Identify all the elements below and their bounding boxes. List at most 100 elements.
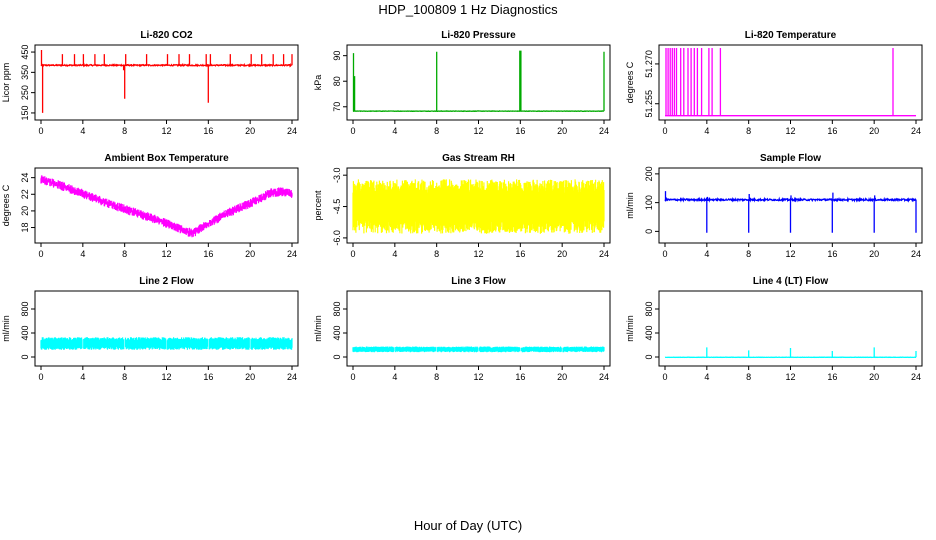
panel-0-series <box>40 50 293 113</box>
panel-2-xtick-label: 0 <box>662 126 667 136</box>
panel-5-ylabel: ml/min <box>625 192 635 219</box>
panel-5-xtick-label: 24 <box>911 249 921 259</box>
panel-6-series-line <box>40 337 293 350</box>
panel-6-title: Line 2 Flow <box>139 276 194 287</box>
panel-1-ytick-label: 90 <box>332 51 342 61</box>
panel-8-xtick-label: 8 <box>746 372 751 382</box>
panel-3-title: Ambient Box Temperature <box>104 153 229 164</box>
panel-2-title: Li-820 Temperature <box>745 30 837 41</box>
panel-4-ytick-label: -4.5 <box>332 199 342 215</box>
panel-7-xtick-label: 24 <box>599 372 609 382</box>
panel-0-xtick-label: 16 <box>203 126 213 136</box>
panel-4-xtick-label: 12 <box>473 249 483 259</box>
panel-1-ylabel: kPa <box>313 75 323 91</box>
panel-8-xtick-label: 20 <box>869 372 879 382</box>
panel-6-frame <box>34 290 299 367</box>
panel-3-xtick-label: 4 <box>80 249 85 259</box>
panel-4-xtick-label: 8 <box>434 249 439 259</box>
panel-6-xtick-label: 16 <box>203 372 213 382</box>
panel-7-ytick-label: 800 <box>332 301 342 316</box>
panel-5-title: Sample Flow <box>760 153 821 164</box>
panel-7-xtick-label: 4 <box>392 372 397 382</box>
panel-2-frame <box>658 44 923 121</box>
panel-8-title: Line 4 (LT) Flow <box>753 276 829 287</box>
panel-5-xtick-label: 20 <box>869 249 879 259</box>
panel-5-xtick-label: 4 <box>704 249 709 259</box>
panel-6-xtick-label: 8 <box>122 372 127 382</box>
panel-6-ytick-label: 400 <box>20 325 30 340</box>
panel-2-xtick-label: 12 <box>785 126 795 136</box>
panel-3-series-line <box>40 175 293 238</box>
panel-7-xtick-label: 12 <box>473 372 483 382</box>
panel-0-xtick-label: 20 <box>245 126 255 136</box>
panel-1-xtick-label: 24 <box>599 126 609 136</box>
panel-2-ytick-label: 51.255 <box>644 90 654 118</box>
panel-7-title: Line 3 Flow <box>451 276 506 287</box>
panel-7-series <box>352 346 605 353</box>
panel-4-title: Gas Stream RH <box>442 153 515 164</box>
panel-2-xtick-label: 8 <box>746 126 751 136</box>
panel-1-xtick-label: 0 <box>350 126 355 136</box>
panel-1-title: Li-820 Pressure <box>441 30 516 41</box>
panel-1-xtick-label: 12 <box>473 126 483 136</box>
panel-8-xtick-label: 16 <box>827 372 837 382</box>
panel-1-ytick-label: 70 <box>332 102 342 112</box>
panel-8-ytick-label: 400 <box>644 325 654 340</box>
panel-4-xtick-label: 4 <box>392 249 397 259</box>
panel-6-ylabel: ml/min <box>1 315 11 342</box>
panel-6-xtick-label: 0 <box>38 372 43 382</box>
panel-4-series-line <box>352 179 605 234</box>
panel-7-xtick-label: 20 <box>557 372 567 382</box>
panel-0-title: Li-820 CO2 <box>140 30 193 41</box>
panel-3-ytick-label: 22 <box>20 189 30 199</box>
panel-3-ytick-label: 24 <box>20 173 30 183</box>
panel-5-xtick-label: 16 <box>827 249 837 259</box>
panel-6-xtick-label: 12 <box>161 372 171 382</box>
panel-0-ytick-label: 450 <box>20 45 30 60</box>
panel-7-xtick-label: 8 <box>434 372 439 382</box>
panel-0-ytick-label: 250 <box>20 85 30 100</box>
panel-2-xtick-label: 24 <box>911 126 921 136</box>
panel-5-xtick-label: 0 <box>662 249 667 259</box>
panel-1-series <box>352 50 605 113</box>
panel-3-frame <box>34 167 299 244</box>
panel-8-ytick-label: 0 <box>644 354 654 359</box>
panel-4-xtick-label: 16 <box>515 249 525 259</box>
figure-title: HDP_100809 1 Hz Diagnostics <box>378 2 558 17</box>
panel-7-xtick-label: 16 <box>515 372 525 382</box>
panel-3-xtick-label: 20 <box>245 249 255 259</box>
panel-7-frame <box>346 290 611 367</box>
panel-5-series-line <box>664 191 917 233</box>
panel-3-ytick-label: 18 <box>20 223 30 233</box>
panel-1-xtick-label: 16 <box>515 126 525 136</box>
panel-4-xtick-label: 24 <box>599 249 609 259</box>
panel-4-xtick-label: 0 <box>350 249 355 259</box>
panel-6-xtick-label: 4 <box>80 372 85 382</box>
panel-1-frame <box>346 44 611 121</box>
panel-1-xtick-label: 4 <box>392 126 397 136</box>
panel-2-series-line <box>665 48 916 117</box>
panel-6-ytick-label: 800 <box>20 301 30 316</box>
panel-8-xtick-label: 4 <box>704 372 709 382</box>
panel-4-xtick-label: 20 <box>557 249 567 259</box>
panel-8-series-line <box>664 347 917 359</box>
panel-7-xtick-label: 0 <box>350 372 355 382</box>
panel-0-series-line <box>40 50 293 113</box>
panel-5-series <box>664 191 917 233</box>
x-axis-label: Hour of Day (UTC) <box>413 518 523 533</box>
panel-2-ytick-label: 51.270 <box>644 50 654 78</box>
panel-6-xtick-label: 24 <box>287 372 297 382</box>
panel-6-ytick-label: 0 <box>20 354 30 359</box>
panel-1-series-line <box>352 50 605 113</box>
panel-0-xtick-label: 8 <box>122 126 127 136</box>
panel-5-ytick-label: 100 <box>644 195 654 210</box>
panel-3-series <box>40 175 293 238</box>
panel-3-ytick-label: 20 <box>20 206 30 216</box>
panel-8-xtick-label: 24 <box>911 372 921 382</box>
panel-3-xtick-label: 12 <box>161 249 171 259</box>
panel-5-ytick-label: 200 <box>644 166 654 181</box>
panel-6-xtick-label: 20 <box>245 372 255 382</box>
panel-0-xtick-label: 0 <box>38 126 43 136</box>
